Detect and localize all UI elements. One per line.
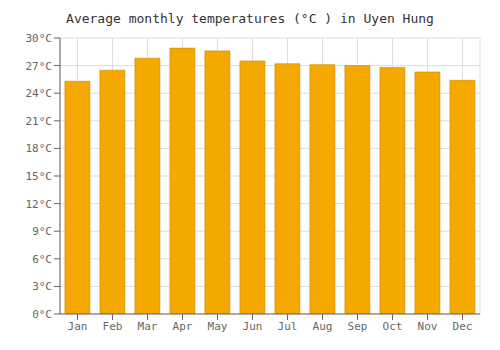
svg-text:27°C: 27°C [26, 60, 53, 73]
svg-text:Jan: Jan [68, 320, 88, 333]
svg-text:15°C: 15°C [26, 170, 53, 183]
svg-text:24°C: 24°C [26, 87, 53, 100]
svg-text:Sep: Sep [348, 320, 368, 333]
svg-text:Apr: Apr [173, 320, 193, 333]
svg-text:Feb: Feb [103, 320, 123, 333]
svg-text:6°C: 6°C [32, 253, 52, 266]
svg-text:Jul: Jul [278, 320, 298, 333]
svg-text:Dec: Dec [453, 320, 473, 333]
svg-text:0°C: 0°C [32, 308, 52, 321]
svg-text:18°C: 18°C [26, 142, 53, 155]
svg-text:May: May [208, 320, 228, 333]
svg-text:12°C: 12°C [26, 198, 53, 211]
svg-text:Nov: Nov [418, 320, 438, 333]
svg-text:Aug: Aug [313, 320, 333, 333]
svg-text:21°C: 21°C [26, 115, 53, 128]
svg-text:Mar: Mar [138, 320, 158, 333]
svg-text:30°C: 30°C [26, 32, 53, 45]
html-text:Average monthly temperatures (: Average monthly temperatures (°C ) in Uy… [66, 11, 434, 26]
svg-text:Jun: Jun [243, 320, 263, 333]
svg-text:Oct: Oct [383, 320, 403, 333]
svg-text:3°C: 3°C [32, 280, 52, 293]
svg-text:9°C: 9°C [32, 225, 52, 238]
